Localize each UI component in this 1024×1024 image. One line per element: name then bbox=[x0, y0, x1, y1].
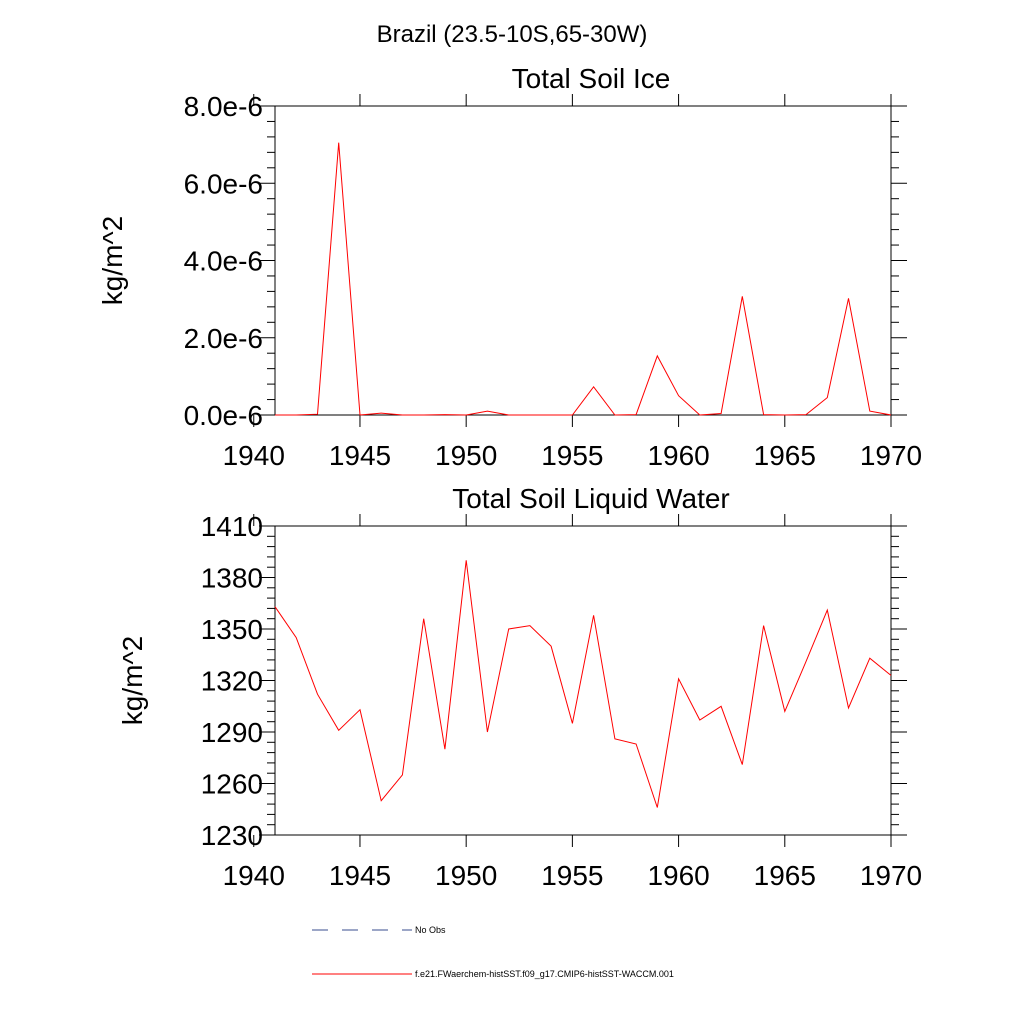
x-tick-label: 1955 bbox=[541, 440, 603, 471]
series-line bbox=[274, 560, 892, 808]
y-axis-label: kg/m^2 bbox=[97, 216, 128, 305]
y-tick-label: 0.0e-6 bbox=[184, 400, 263, 431]
x-tick-label: 1960 bbox=[647, 440, 709, 471]
y-tick-label: 1230 bbox=[201, 820, 263, 851]
y-tick-label: 1290 bbox=[201, 717, 263, 748]
legend-model-label: f.e21.FWaerchem-histSST.f09_g17.CMIP6-hi… bbox=[415, 969, 674, 979]
series-line bbox=[275, 142, 892, 416]
x-tick-label: 1940 bbox=[223, 440, 285, 471]
chart-title: Total Soil Ice bbox=[512, 63, 671, 94]
y-tick-label: 1350 bbox=[201, 614, 263, 645]
y-tick-label: 1410 bbox=[201, 511, 263, 542]
y-tick-label: 4.0e-6 bbox=[184, 246, 263, 277]
x-tick-label: 1970 bbox=[860, 860, 922, 891]
plot-frame bbox=[274, 105, 892, 416]
soil-ice-panel: Total Soil Ice kg/m^2 1940 1945 1950 1955 1960… bbox=[97, 63, 922, 471]
legend: No Obs f.e21.FWaerchem-histSST.f09_g17.C… bbox=[312, 925, 674, 979]
y-tick-label: 2.0e-6 bbox=[184, 323, 263, 354]
main-title: Brazil (23.5-10S,65-30W) bbox=[377, 21, 648, 48]
chart-title: Total Soil Liquid Water bbox=[452, 483, 730, 514]
x-tick-label: 1965 bbox=[754, 860, 816, 891]
legend-obs-label: No Obs bbox=[415, 925, 446, 935]
x-tick-label: 1950 bbox=[435, 860, 497, 891]
y-tick-label: 1320 bbox=[201, 666, 263, 697]
x-tick-label: 1960 bbox=[647, 860, 709, 891]
x-tick-label: 1940 bbox=[223, 860, 285, 891]
soil-liquid-water-panel: Total Soil Liquid Water kg/m^2 1940 1945 195… bbox=[117, 483, 922, 891]
y-tick-label: 6.0e-6 bbox=[184, 168, 263, 199]
x-tick-label: 1945 bbox=[329, 860, 391, 891]
x-tick-label: 1945 bbox=[329, 440, 391, 471]
y-tick-label: 1380 bbox=[201, 563, 263, 594]
y-tick-label: 8.0e-6 bbox=[184, 91, 263, 122]
y-axis-label: kg/m^2 bbox=[117, 636, 148, 725]
x-tick-label: 1950 bbox=[435, 440, 497, 471]
y-tick-label: 1260 bbox=[201, 769, 263, 800]
x-tick-label: 1955 bbox=[541, 860, 603, 891]
x-tick-label: 1965 bbox=[754, 440, 816, 471]
plot-frame bbox=[274, 525, 892, 836]
x-tick-label: 1970 bbox=[860, 440, 922, 471]
